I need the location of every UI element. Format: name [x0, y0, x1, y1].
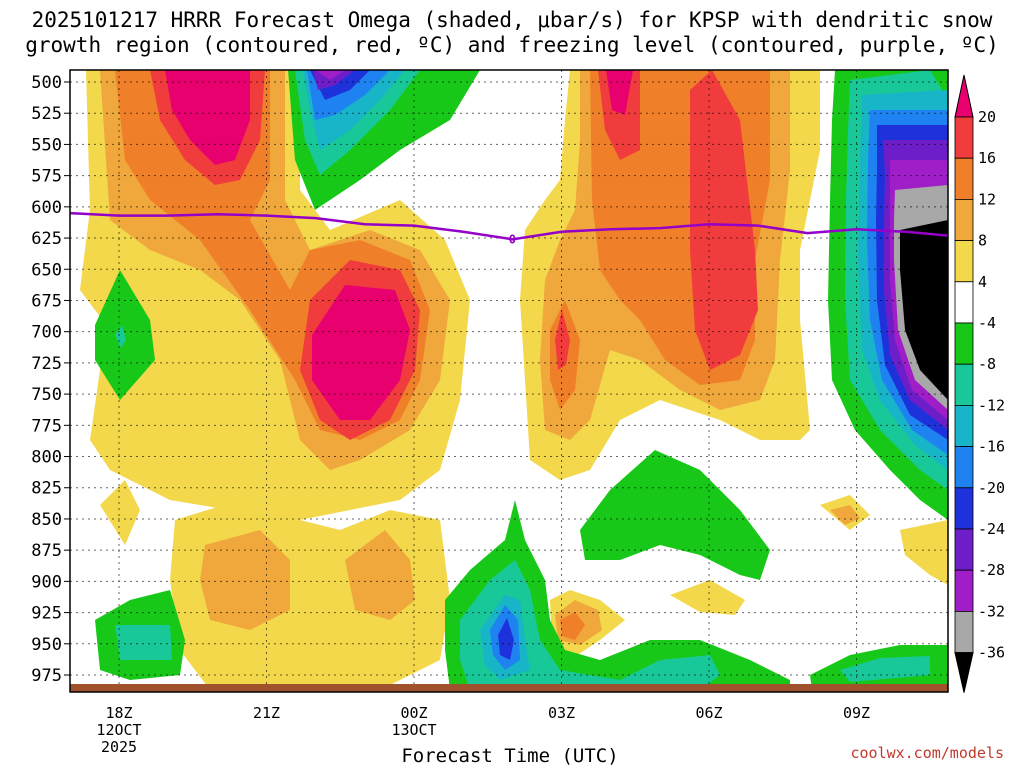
grid-lines	[70, 70, 948, 684]
colorbar-label: -20	[978, 479, 1005, 497]
x-tick-label: 03Z	[548, 704, 575, 722]
y-tick-label: 950	[31, 635, 62, 655]
colorbar-label: -8	[978, 355, 996, 373]
y-tick-label: 850	[31, 510, 62, 530]
omega-fill-m4	[95, 270, 155, 400]
colorbar-label: 16	[978, 149, 996, 167]
ground-surface	[70, 684, 948, 692]
colorbar-swatch	[954, 528, 974, 571]
colorbar-swatch	[954, 404, 974, 447]
colorbar-triangle-bottom	[954, 652, 974, 693]
colorbar-triangle-top	[954, 74, 974, 118]
colorbar-label: -24	[978, 520, 1005, 538]
y-tick-label: 975	[31, 666, 62, 686]
freezing-level-line	[69, 211, 949, 241]
y-tick-label: 500	[31, 73, 62, 93]
y-tick-label: 775	[31, 416, 62, 436]
omega-fill-m8	[115, 625, 172, 660]
y-tick-label: 750	[31, 385, 62, 405]
colorbar-swatch	[954, 569, 974, 612]
y-tick-label: 725	[31, 354, 62, 374]
y-tick-label: 875	[31, 541, 62, 561]
omega-fill-20	[606, 70, 633, 115]
x-axis-title: Forecast Time (UTC)	[401, 745, 619, 767]
chart-title-line2: growth region (contoured, red, ºC) and f…	[25, 33, 999, 57]
colorbar-label: 8	[978, 232, 987, 250]
x-tick-label: 18Z	[105, 704, 132, 722]
y-tick-label: 700	[31, 323, 62, 343]
colorbar-label: -12	[978, 396, 1005, 414]
colorbar-label: -4	[978, 314, 996, 332]
freezing-level-label: 0	[509, 232, 516, 246]
omega-fill-m28	[315, 70, 345, 80]
y-tick-label: 800	[31, 448, 62, 468]
omega-fill-m20	[498, 618, 514, 660]
y-tick-label: 625	[31, 229, 62, 249]
x-tick-sublabel: 12OCT	[96, 721, 141, 739]
omega-fill-8	[200, 530, 415, 630]
y-tick-label: 675	[31, 291, 62, 311]
colorbar-label: -32	[978, 602, 1005, 620]
omega-fill-20	[165, 70, 410, 420]
omega-fill-12	[560, 612, 585, 640]
omega-fill-8	[830, 505, 860, 525]
colorbar-label: -36	[978, 644, 1005, 662]
x-tick-label: 21Z	[253, 704, 280, 722]
colorbar-swatch	[954, 487, 974, 530]
colorbar-label: -28	[978, 561, 1005, 579]
colorbar-swatch	[954, 446, 974, 489]
y-tick-label: 900	[31, 572, 62, 592]
y-tick-label: 600	[31, 198, 62, 218]
omega-fill-m4	[580, 450, 770, 580]
omega-shading	[80, 70, 948, 688]
y-tick-label: 575	[31, 167, 62, 187]
colorbar-label: 20	[978, 108, 996, 126]
colorbar-swatch	[954, 611, 974, 654]
chart-title-line1: 2025101217 HRRR Forecast Omega (shaded, …	[31, 8, 993, 32]
colorbar: 20 16 12 8 4 -4 -8 -12 -16 -20 -24 -28 -32 -36	[954, 74, 1005, 693]
y-tick-label: 925	[31, 604, 62, 624]
colorbar-swatch	[954, 240, 974, 283]
y-tick-label: 525	[31, 104, 62, 124]
credit-text: coolwx.com/models	[850, 744, 1004, 762]
y-tick-label: 550	[31, 135, 62, 155]
colorbar-swatch	[954, 116, 974, 159]
y-tick-label: 650	[31, 260, 62, 280]
omega-fill-16	[555, 70, 758, 370]
x-tick-label: 09Z	[843, 704, 870, 722]
colorbar-label: -16	[978, 438, 1005, 456]
colorbar-swatch	[954, 198, 974, 241]
colorbar-label: 12	[978, 190, 996, 208]
y-axis-ticks: 500 525 550 575 600 625 650 675 700 725 750 775 800 8…	[31, 73, 70, 686]
omega-fill-m8	[115, 325, 126, 348]
x-tick-sublabel: 2025	[101, 738, 137, 756]
x-tick-label: 06Z	[695, 704, 722, 722]
colorbar-swatch	[954, 363, 974, 406]
y-tick-label: 825	[31, 479, 62, 499]
colorbar-swatch	[954, 157, 974, 200]
x-tick-label: 00Z	[400, 704, 427, 722]
omega-fill-4	[900, 520, 948, 585]
colorbar-swatch	[954, 281, 974, 324]
colorbar-label: 4	[978, 273, 987, 291]
plot-frame	[69, 69, 949, 693]
x-tick-sublabel: 13OCT	[391, 721, 436, 739]
omega-fill-m36	[900, 220, 948, 400]
colorbar-swatch	[954, 322, 974, 365]
